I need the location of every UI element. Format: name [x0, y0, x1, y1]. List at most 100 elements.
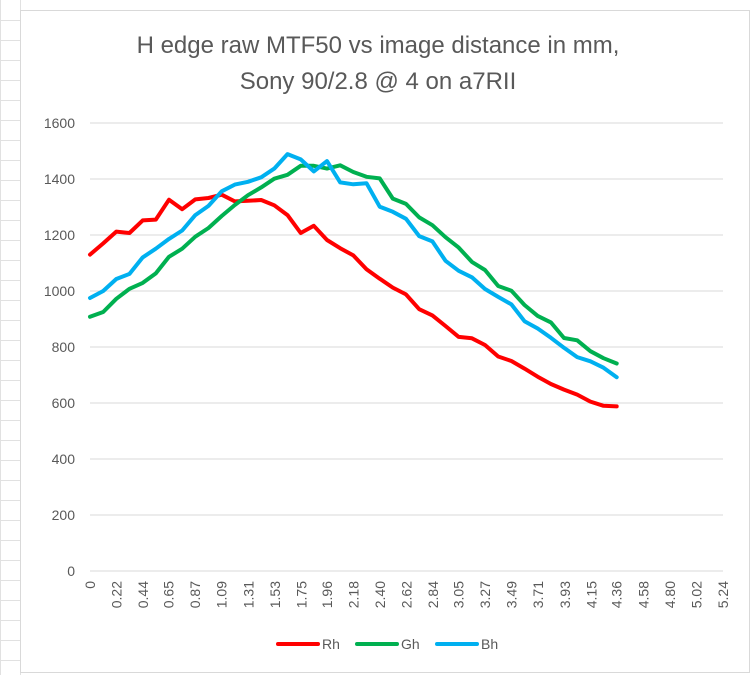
y-tick-label: 1600	[44, 115, 75, 131]
data-point	[497, 285, 499, 287]
data-point	[366, 176, 368, 178]
data-point	[471, 276, 473, 278]
data-point	[287, 153, 289, 155]
x-tick: 3.71	[530, 581, 546, 608]
y-tick-label: 600	[52, 395, 76, 411]
x-tick: 3.05	[450, 581, 466, 608]
x-tick-label: 3.49	[504, 581, 520, 608]
x-tick: 3.27	[477, 581, 493, 608]
x-tick: 5.02	[688, 581, 704, 608]
x-tick-label: 0.22	[109, 581, 125, 608]
data-point	[616, 376, 618, 378]
x-tick-label: 1.96	[319, 581, 335, 608]
data-point	[115, 298, 117, 300]
data-point	[168, 238, 170, 240]
data-point	[260, 199, 262, 201]
data-point	[458, 270, 460, 272]
data-point	[352, 254, 354, 256]
legend-item-rh[interactable]: Rh	[276, 636, 340, 652]
data-point	[405, 293, 407, 295]
data-point	[102, 242, 104, 244]
data-point	[194, 236, 196, 238]
x-tick-label: 2.62	[399, 581, 415, 608]
data-point	[563, 347, 565, 349]
x-tick-label: 3.71	[530, 581, 546, 608]
data-point	[300, 158, 302, 160]
x-tick: 4.80	[662, 581, 678, 608]
series-line-rh	[88, 192, 619, 409]
x-tick-label: 2.40	[372, 581, 388, 608]
data-point	[89, 316, 91, 318]
data-point	[484, 269, 486, 271]
data-point	[537, 328, 539, 330]
data-point	[234, 204, 236, 206]
x-tick: 1.75	[293, 581, 309, 608]
data-point	[115, 231, 117, 233]
y-tick-label: 800	[52, 339, 76, 355]
data-point	[273, 204, 275, 206]
data-point	[181, 248, 183, 250]
series-points-bh	[89, 153, 618, 378]
data-point	[168, 256, 170, 258]
legend-item-gh[interactable]: Gh	[355, 636, 420, 652]
data-point	[129, 273, 131, 275]
x-tick: 2.40	[372, 581, 388, 608]
data-point	[392, 211, 394, 213]
data-point	[589, 401, 591, 403]
data-point	[537, 376, 539, 378]
data-point	[102, 311, 104, 313]
data-point	[313, 170, 315, 172]
data-point	[589, 360, 591, 362]
data-point	[208, 227, 210, 229]
data-point	[576, 339, 578, 341]
data-point	[550, 383, 552, 385]
data-point	[550, 321, 552, 323]
data-point	[300, 165, 302, 167]
data-point	[247, 200, 249, 202]
data-point	[497, 356, 499, 358]
data-point	[102, 290, 104, 292]
data-point	[431, 240, 433, 242]
data-point	[208, 205, 210, 207]
data-point	[431, 224, 433, 226]
data-point	[287, 214, 289, 216]
data-point	[563, 337, 565, 339]
legend-item-bh[interactable]: Bh	[435, 636, 498, 652]
data-point	[326, 239, 328, 241]
x-tick: 0.44	[135, 581, 151, 608]
data-point	[181, 230, 183, 232]
x-tick-label: 1.53	[267, 581, 283, 608]
chart-frame[interactable]	[20, 10, 750, 673]
data-point	[115, 278, 117, 280]
data-point	[155, 272, 157, 274]
x-tick-label: 0	[82, 581, 98, 589]
data-point	[155, 219, 157, 221]
x-tick-label: 1.09	[214, 581, 230, 608]
data-point	[326, 168, 328, 170]
data-point	[484, 344, 486, 346]
x-tick-label: 4.80	[662, 581, 678, 608]
data-point	[392, 287, 394, 289]
x-tick: 3.93	[557, 581, 573, 608]
data-point	[247, 181, 249, 183]
data-point	[366, 182, 368, 184]
data-point	[142, 256, 144, 258]
data-point	[313, 165, 315, 167]
x-tick: 1.31	[240, 581, 256, 608]
x-tick-label: 2.84	[425, 581, 441, 608]
data-point	[194, 198, 196, 200]
data-point	[484, 288, 486, 290]
x-tick-label: 0.65	[161, 581, 177, 608]
data-point	[273, 178, 275, 180]
chart-title-line-2: Sony 90/2.8 @ 4 on a7RII	[239, 68, 517, 95]
y-tick-label: 1400	[44, 171, 75, 187]
x-tick: 1.53	[267, 581, 283, 608]
data-point	[524, 368, 526, 370]
data-point	[313, 225, 315, 227]
data-point	[221, 190, 223, 192]
x-tick: 1.09	[214, 581, 230, 608]
x-tick-label: 3.05	[450, 581, 466, 608]
x-tick: 0.87	[187, 581, 203, 608]
data-point	[89, 254, 91, 256]
data-point	[603, 405, 605, 407]
